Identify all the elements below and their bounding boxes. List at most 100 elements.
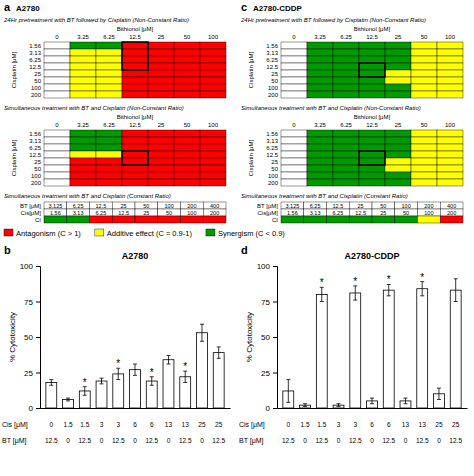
y-tick-mark	[273, 373, 277, 374]
cell	[44, 91, 70, 98]
heatmap-title: 24Hr pretreatment with BT followed by Ci…	[3, 17, 189, 23]
cell	[418, 216, 441, 223]
heatmap: Simultaneous treatment with BT and Cispl…	[241, 105, 463, 186]
legend-swatch	[95, 229, 104, 236]
cell	[44, 179, 70, 186]
significance-star: *	[83, 377, 87, 388]
cell	[181, 209, 204, 216]
row-label: 6.25	[29, 57, 41, 63]
cell-label: 200	[210, 210, 219, 216]
error-cap	[303, 406, 307, 407]
row-label: 200	[31, 92, 42, 98]
column-label: 50	[421, 122, 428, 128]
cell	[281, 216, 304, 223]
error-cap	[150, 385, 154, 386]
y-tick: 0	[266, 404, 277, 413]
row-label: 6.25	[266, 57, 278, 63]
y-tick-label: 0	[266, 404, 271, 413]
cell	[70, 137, 96, 144]
error-cap	[133, 375, 137, 376]
cell	[385, 172, 411, 179]
cell	[122, 63, 148, 70]
y-tick-mark	[273, 408, 277, 409]
error-line	[68, 398, 69, 401]
y-tick: 75	[24, 298, 40, 307]
cell	[200, 144, 226, 151]
cell	[385, 158, 411, 165]
x-row-label: 6	[370, 421, 374, 428]
error-cap	[200, 341, 204, 342]
error-cap	[286, 379, 290, 380]
column-label: 0	[55, 122, 59, 128]
cell	[349, 202, 372, 209]
error-line	[201, 324, 202, 341]
column-label: 50	[184, 122, 191, 128]
cell	[307, 70, 333, 77]
row-label: Cis[μM]	[21, 210, 42, 216]
cell	[385, 70, 411, 77]
cell	[440, 209, 463, 216]
row-label: 3.13	[266, 138, 278, 144]
cell	[70, 63, 96, 70]
column-label: 100	[208, 122, 219, 128]
error-cap	[66, 400, 70, 401]
error-line	[288, 380, 289, 403]
x-row-label: 12.5	[449, 437, 462, 444]
row-label: CI	[272, 217, 278, 223]
error-cap	[337, 406, 341, 407]
x-axis-title: Bithionol [μM]	[117, 114, 154, 120]
cell	[307, 130, 333, 137]
row-label: 12.5	[266, 152, 278, 158]
error-line	[372, 398, 373, 404]
cell	[372, 202, 395, 209]
cell	[122, 144, 148, 151]
column-label: 0	[292, 34, 296, 40]
cell	[70, 77, 96, 84]
row-label: 12.5	[29, 152, 41, 158]
cell	[281, 42, 307, 49]
cell-label: 400	[447, 203, 456, 209]
cell	[333, 77, 359, 84]
cell	[44, 63, 70, 70]
cell	[122, 49, 148, 56]
row-label: 6.25	[266, 145, 278, 151]
cell	[418, 202, 441, 209]
cell-label: 200	[187, 203, 196, 209]
row-label: 3.13	[29, 50, 41, 56]
cell	[122, 165, 148, 172]
cell	[174, 63, 200, 70]
cell	[174, 137, 200, 144]
error-bar	[66, 398, 70, 401]
error-bar	[370, 398, 374, 404]
marks	[46, 324, 224, 408]
x-row-label: 12.5	[416, 437, 429, 444]
column-label: 12.5	[366, 34, 378, 40]
cell	[411, 77, 437, 84]
cell	[148, 70, 174, 77]
highlight-box	[359, 63, 385, 77]
cell	[112, 216, 135, 223]
error-cap	[403, 403, 407, 404]
cell	[44, 151, 70, 158]
row-label: 25	[271, 71, 278, 77]
cell	[349, 216, 372, 223]
y-tick-label: 25	[261, 369, 270, 378]
error-bar	[320, 287, 324, 301]
cell	[148, 151, 174, 158]
cell	[96, 63, 122, 70]
error-line	[455, 279, 456, 302]
cell-label: 1.56	[287, 210, 298, 216]
cell	[200, 151, 226, 158]
error-cap	[337, 403, 341, 404]
error-cap	[217, 346, 221, 347]
row-label: 100	[31, 173, 42, 179]
error-cap	[100, 378, 104, 379]
cell	[122, 172, 148, 179]
cell	[44, 84, 70, 91]
x-row-label: 0	[303, 437, 307, 444]
y-tick-label: 50	[261, 333, 270, 342]
cell-label: 25	[121, 203, 127, 209]
column-label: 12.5	[129, 34, 141, 40]
cell-label: 25	[380, 210, 386, 216]
column-label: 25	[395, 122, 402, 128]
